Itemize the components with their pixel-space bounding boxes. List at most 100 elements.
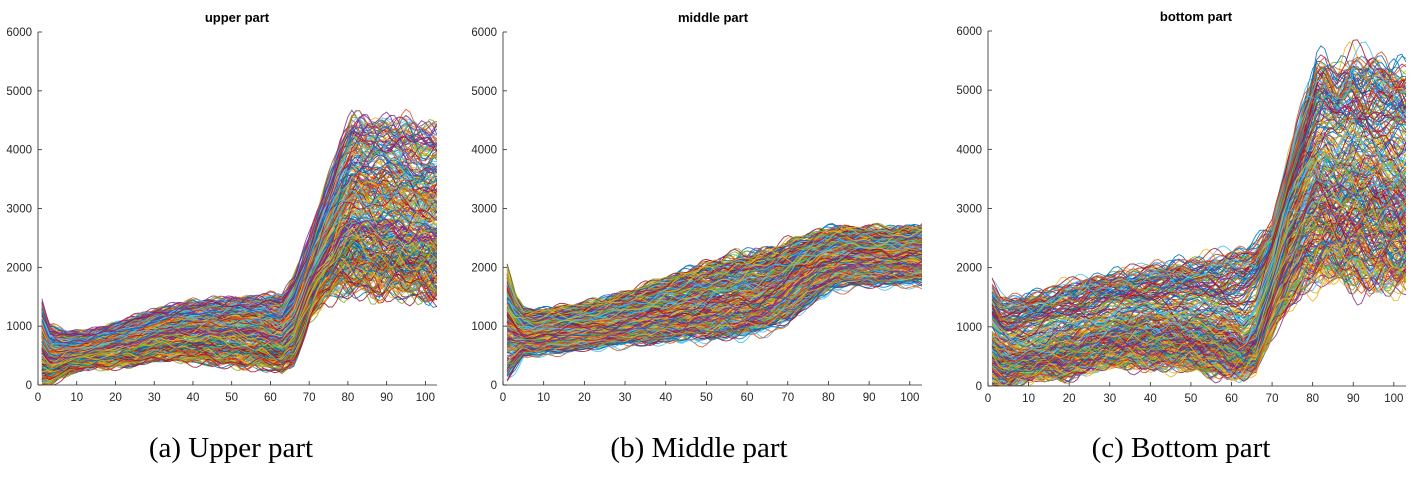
x-tick-label: 100: [1384, 393, 1403, 405]
series-line: [991, 85, 1406, 321]
x-tick-label: 50: [225, 392, 238, 404]
series-line: [991, 164, 1406, 362]
series-line: [991, 245, 1406, 386]
x-tick-label: 100: [900, 392, 919, 404]
x-tick-label: 60: [741, 392, 754, 404]
series-line: [506, 249, 922, 340]
y-tick-label: 1000: [956, 322, 982, 334]
series-line: [41, 271, 437, 380]
y-tick-label: 5000: [6, 86, 32, 98]
x-tick-label: 40: [659, 392, 672, 404]
series-line: [991, 174, 1406, 371]
series-line: [506, 224, 922, 314]
series-line: [41, 273, 437, 385]
x-tick-label: 60: [1225, 393, 1238, 405]
series-line: [506, 248, 922, 336]
x-tick-label: 10: [537, 392, 550, 404]
y-tick-label: 6000: [956, 26, 982, 38]
x-tick-label: 40: [1144, 393, 1157, 405]
x-tick-label: 30: [619, 392, 632, 404]
x-tick-label: 70: [1266, 393, 1279, 405]
chart-title: middle part: [678, 10, 749, 25]
x-tick-label: 80: [1306, 393, 1319, 405]
series-line: [991, 116, 1406, 345]
x-tick-label: 90: [863, 392, 876, 404]
x-tick-label: 0: [35, 392, 41, 404]
y-tick-label: 6000: [471, 27, 497, 39]
series-line: [41, 228, 437, 373]
panel-upper-part: upper part 0 1000 2000 3000 4000 5000 6000 0 10 2…: [6, 10, 437, 404]
y-tick-label: 1000: [471, 321, 497, 333]
series-line: [991, 94, 1406, 330]
series-line: [506, 275, 922, 370]
series-line: [991, 100, 1406, 323]
x-tick-label: 60: [264, 392, 277, 404]
series-line: [41, 159, 437, 344]
series-line: [991, 241, 1406, 381]
series-line: [506, 225, 922, 315]
series-line: [41, 270, 437, 385]
caption-bottom-part: (c) Bottom part: [1091, 432, 1271, 464]
chart-title: upper part: [205, 10, 270, 25]
y-tick-label: 4000: [471, 145, 497, 157]
series-line: [991, 184, 1406, 365]
series-line: [991, 39, 1406, 304]
series-line: [991, 183, 1406, 365]
series-line: [991, 55, 1406, 314]
series-line: [991, 156, 1406, 361]
x-tick-label: 20: [109, 392, 122, 404]
series-line: [991, 253, 1406, 386]
x-tick-label: 80: [822, 392, 835, 404]
series-line: [41, 222, 437, 365]
series-line: [41, 220, 437, 363]
series-line: [991, 65, 1406, 305]
x-tick-label: 0: [500, 392, 506, 404]
y-tick-label: 4000: [956, 144, 982, 156]
series-line: [41, 191, 437, 351]
series-line: [991, 230, 1406, 381]
series-line: [991, 113, 1406, 335]
y-tick-label: 2000: [6, 262, 32, 274]
series-line: [41, 126, 437, 339]
series-line: [41, 278, 437, 385]
series-line: [991, 51, 1406, 303]
chart-title: bottom part: [1160, 9, 1233, 24]
x-tick-label: 50: [700, 392, 713, 404]
series-line: [41, 163, 437, 346]
y-tick-label: 4000: [6, 145, 32, 157]
series-line: [991, 96, 1406, 337]
series-line: [991, 133, 1406, 345]
caption-upper-part: (a) Upper part: [148, 432, 314, 464]
series-line: [991, 218, 1406, 370]
series-line: [991, 123, 1406, 340]
series-line: [991, 160, 1406, 367]
y-tick-label: 5000: [471, 86, 497, 98]
y-tick-label: 0: [976, 381, 982, 393]
series-line: [41, 252, 437, 376]
x-tick-label: 20: [1063, 393, 1076, 405]
series-line: [506, 274, 922, 377]
y-tick-label: 0: [26, 380, 32, 392]
x-tick-label: 30: [1103, 393, 1116, 405]
series-line: [991, 60, 1406, 314]
series-line: [991, 243, 1406, 386]
series-line: [41, 266, 437, 385]
series-line: [41, 130, 437, 337]
series-line: [506, 242, 922, 331]
x-tick-label: 80: [342, 392, 355, 404]
series-line: [506, 243, 922, 332]
x-tick-label: 100: [416, 392, 435, 404]
series-line: [506, 227, 922, 316]
series-line: [991, 223, 1406, 380]
series-line: [506, 250, 922, 340]
y-tick-label: 2000: [471, 262, 497, 274]
series-line: [507, 258, 922, 343]
series-line: [506, 275, 922, 382]
x-tick-label: 0: [985, 393, 991, 405]
series-line: [992, 217, 1406, 372]
y-tick-label: 3000: [6, 204, 32, 216]
series-line: [41, 264, 437, 380]
series-line: [41, 172, 437, 353]
y-tick-label: 2000: [956, 263, 982, 275]
